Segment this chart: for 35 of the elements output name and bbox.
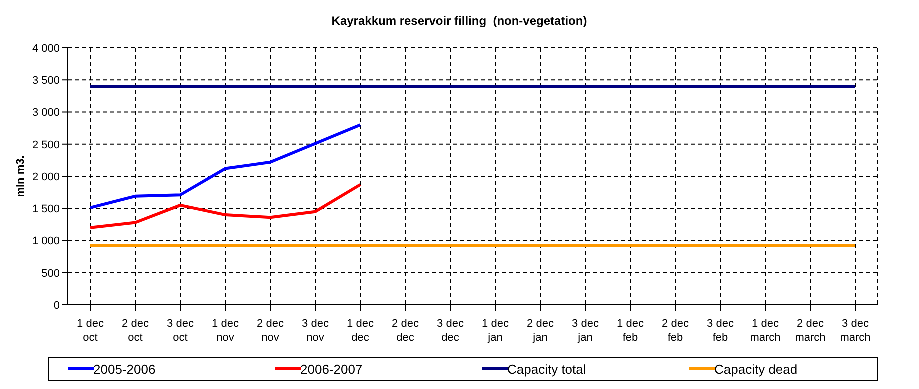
line-series (89, 183, 362, 230)
x-tick-label: 1 dec nov (212, 318, 240, 344)
x-tick-label: 1 dec feb (617, 318, 644, 344)
x-tick-label: 3 dec feb (707, 318, 734, 344)
x-tick-label: 2 dec oct (122, 318, 150, 344)
y-tick-label: 3 000 (32, 107, 60, 120)
x-tick-label: 3 dec oct (167, 318, 194, 344)
y-tick-label: 3 500 (32, 75, 60, 88)
y-tick-label: 2 000 (32, 171, 60, 184)
chart-title: Kayrakkum reservoir filling (non-vegetation) (330, 13, 588, 30)
x-tick-label: 2 dec march (795, 318, 826, 344)
y-tick-label: 4 000 (32, 42, 60, 55)
x-tick-label: 1 dec jan (482, 318, 510, 344)
line-series (89, 124, 362, 210)
legend-label: 2005-2006 (94, 362, 156, 376)
legend-label: Capacity total (508, 362, 586, 376)
x-tick-label: 3 dec nov (302, 318, 330, 344)
x-tick-label: 3 dec jan (572, 318, 600, 344)
y-tick-label: 0 (54, 300, 60, 312)
x-tick-label: 1 dec oct (77, 318, 104, 344)
y-tick-label: 1 000 (32, 236, 60, 248)
y-tick-label: 2 500 (32, 139, 60, 152)
y-tick-label: 1 500 (32, 204, 60, 216)
legend-label: Capacity dead (714, 362, 798, 376)
x-tick-label: 2 dec nov (257, 318, 284, 344)
x-tick-label: 2 dec jan (527, 318, 554, 344)
x-tick-label: 3 dec march (840, 318, 871, 344)
x-tick-label: 3 dec dec (437, 318, 464, 344)
x-tick-label: 1 dec march (750, 318, 781, 344)
y-tick-label: 500 (42, 268, 60, 280)
x-tick-label: 2 dec feb (662, 318, 690, 344)
legend-label: 2006-2007 (300, 362, 363, 376)
y-axis-title: mln m3. (14, 156, 27, 198)
x-tick-label: 1 dec dec (347, 318, 374, 344)
x-tick-label: 2 dec dec (392, 318, 420, 344)
